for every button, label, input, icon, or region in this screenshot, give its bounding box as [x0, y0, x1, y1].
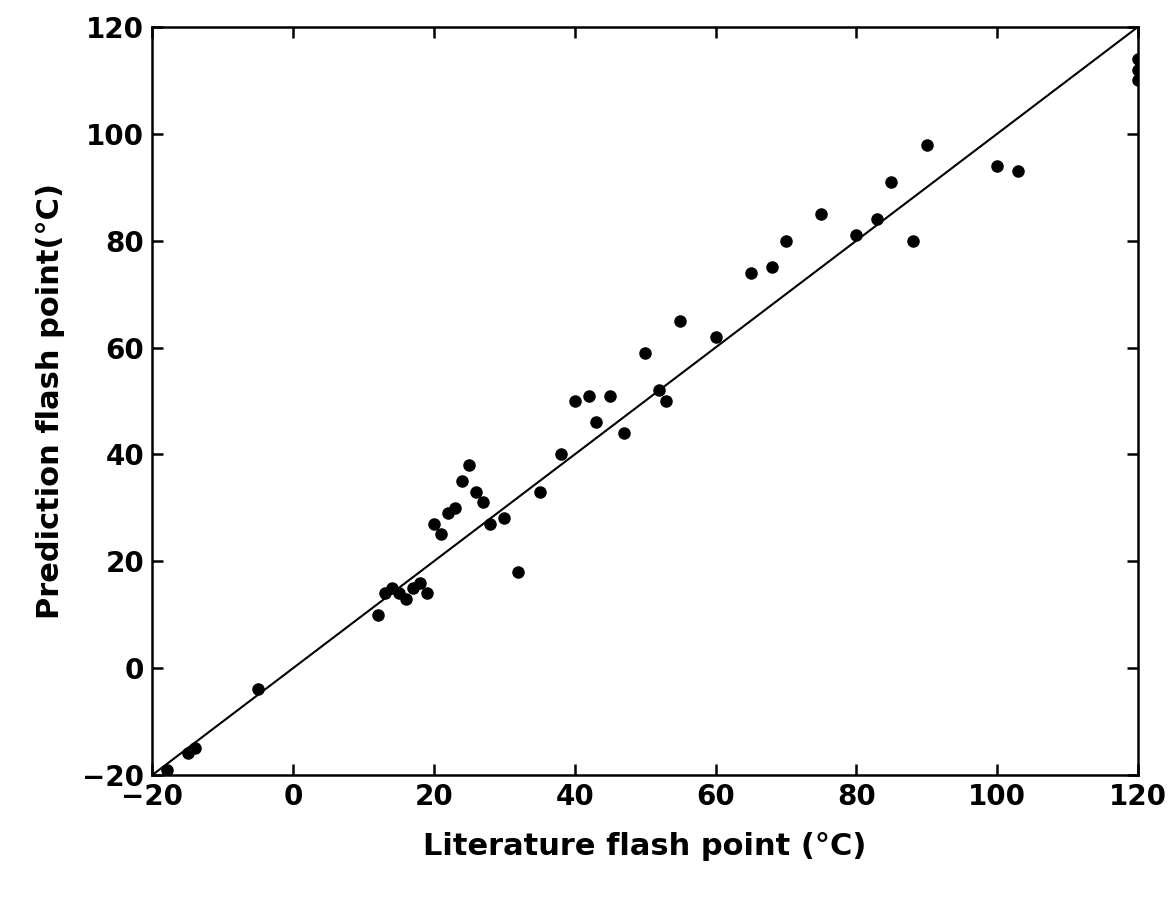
Point	[368, 607, 387, 622]
Point	[988, 159, 1006, 173]
Point	[777, 233, 795, 248]
Point	[1128, 52, 1147, 67]
Point	[671, 314, 690, 328]
Point	[565, 394, 584, 408]
Point	[425, 516, 443, 531]
Point	[481, 516, 500, 531]
Point	[741, 266, 760, 280]
Y-axis label: Prediction flash point(°C): Prediction flash point(°C)	[36, 183, 66, 619]
Point	[847, 228, 866, 242]
Point	[657, 394, 676, 408]
Point	[178, 746, 197, 760]
Point	[453, 474, 472, 488]
Point	[882, 175, 901, 189]
Point	[460, 458, 479, 472]
Point	[650, 383, 669, 397]
Point	[474, 496, 493, 510]
Point	[636, 346, 655, 360]
Point	[467, 485, 486, 499]
Point	[586, 415, 605, 430]
Point	[1009, 164, 1028, 178]
Point	[432, 527, 450, 542]
Point	[404, 580, 422, 595]
Point	[249, 682, 267, 696]
Point	[396, 591, 415, 605]
Point	[551, 447, 570, 461]
Point	[389, 586, 408, 600]
Point	[1128, 73, 1147, 87]
Point	[812, 206, 830, 221]
Point	[706, 330, 725, 344]
Point	[615, 426, 633, 441]
Point	[411, 576, 429, 590]
Point	[509, 565, 528, 579]
Point	[903, 233, 922, 248]
Point	[579, 388, 598, 403]
Point	[1128, 62, 1147, 77]
X-axis label: Literature flash point (°C): Literature flash point (°C)	[423, 832, 867, 861]
Point	[446, 501, 465, 515]
Point	[1135, 105, 1154, 120]
Point	[917, 137, 936, 151]
Point	[439, 506, 457, 521]
Point	[185, 741, 204, 755]
Point	[382, 580, 401, 595]
Point	[762, 260, 781, 275]
Point	[601, 388, 619, 403]
Point	[495, 511, 514, 525]
Point	[157, 762, 176, 777]
Point	[418, 586, 436, 600]
Point	[530, 485, 549, 499]
Point	[375, 586, 394, 600]
Point	[868, 212, 887, 226]
